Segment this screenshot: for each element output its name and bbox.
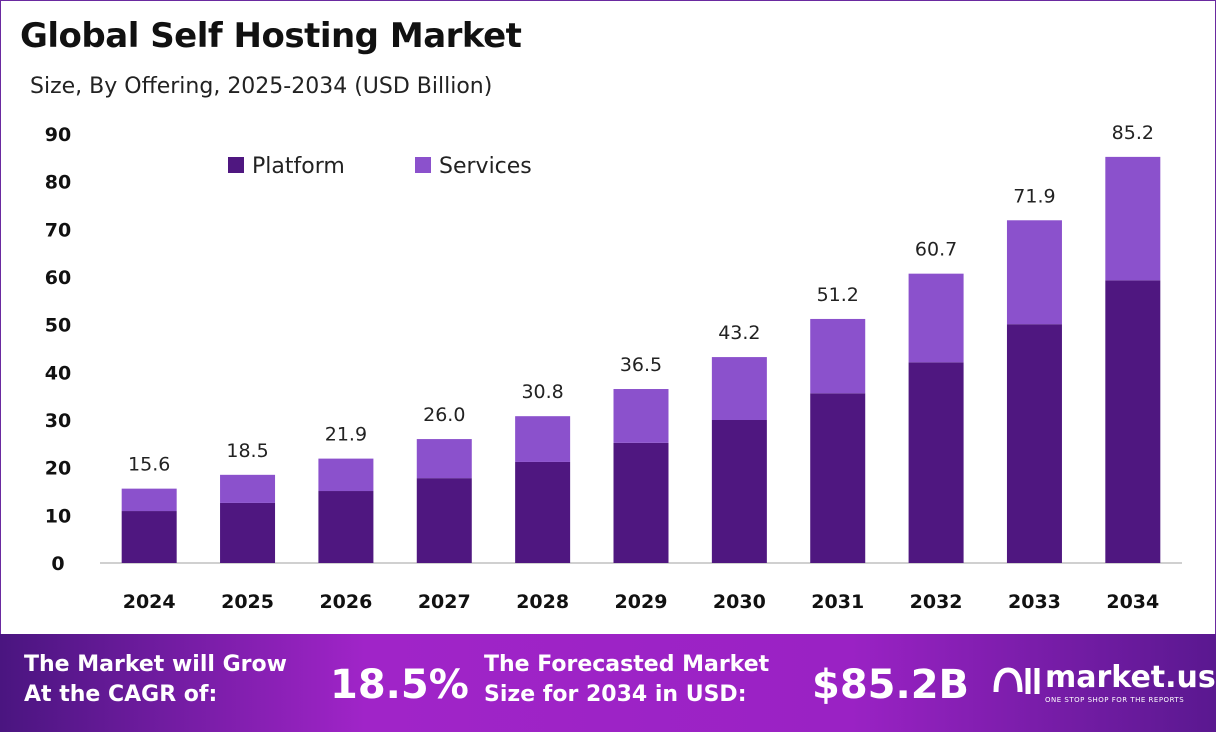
x-tick-label: 2024 <box>123 591 176 613</box>
chart-subtitle: Size, By Offering, 2025-2034 (USD Billio… <box>30 74 493 99</box>
total-label: 51.2 <box>817 284 859 306</box>
brand-name: market.us <box>1045 660 1216 695</box>
x-tick-label: 2025 <box>221 591 274 613</box>
total-label: 85.2 <box>1112 122 1154 144</box>
bar-services-2030 <box>711 357 767 420</box>
legend-label-platform: Platform <box>252 154 345 179</box>
x-tick-label: 2032 <box>910 591 963 613</box>
bar-services-2025 <box>220 474 276 503</box>
chart-title: Global Self Hosting Market <box>20 16 522 56</box>
bar-services-2033 <box>1006 220 1062 325</box>
total-label: 15.6 <box>128 454 170 476</box>
bar-services-2027 <box>416 439 472 479</box>
bar-platform-2030 <box>711 420 767 563</box>
total-label: 21.9 <box>325 424 367 446</box>
x-tick-label: 2027 <box>418 591 471 613</box>
market-size-value: $85.2B <box>812 662 970 708</box>
bar-services-2026 <box>318 458 374 492</box>
bar-services-2028 <box>515 416 571 462</box>
x-tick-label: 2034 <box>1106 591 1159 613</box>
market-us-logo-icon <box>993 667 1040 694</box>
total-label: 36.5 <box>620 354 662 376</box>
y-tick-label: 10 <box>45 505 71 527</box>
x-tick-label: 2031 <box>811 591 864 613</box>
y-tick-label: 90 <box>45 124 71 146</box>
total-label: 30.8 <box>521 381 563 403</box>
size-label-line2: Size for 2034 in USD: <box>484 682 747 707</box>
y-tick-label: 80 <box>45 172 71 194</box>
bar-platform-2034 <box>1105 280 1161 563</box>
cagr-label-line2: At the CAGR of: <box>24 682 218 707</box>
bar-platform-2027 <box>416 478 472 563</box>
y-tick-label: 0 <box>51 553 64 575</box>
x-tick-label: 2030 <box>713 591 766 613</box>
bars: 15.6 2024 18.5 2025 21.9 2026 26.0 2027 30.8 2028… <box>121 122 1161 613</box>
x-tick-label: 2026 <box>319 591 372 613</box>
bar-platform-2032 <box>908 362 964 563</box>
cagr-label-line1: The Market will Grow <box>24 652 287 677</box>
brand-tagline: ONE STOP SHOP FOR THE REPORTS <box>1045 696 1185 704</box>
bar-platform-2024 <box>121 511 177 563</box>
legend-swatch-platform <box>228 157 244 173</box>
bar-platform-2033 <box>1006 324 1062 563</box>
x-tick-label: 2029 <box>615 591 668 613</box>
bar-platform-2025 <box>220 502 276 563</box>
total-label: 71.9 <box>1013 185 1055 207</box>
x-tick-label: 2028 <box>516 591 569 613</box>
size-label-line1: The Forecasted Market <box>484 652 770 677</box>
x-tick-label: 2033 <box>1008 591 1061 613</box>
y-tick-label: 70 <box>45 219 71 241</box>
footer-banner: The Market will Grow At the CAGR of: 18.… <box>0 634 1216 732</box>
legend-swatch-services <box>415 157 431 173</box>
bar-platform-2028 <box>515 461 571 563</box>
y-tick-label: 30 <box>45 410 71 432</box>
total-label: 60.7 <box>915 239 957 261</box>
total-label: 18.5 <box>226 440 268 462</box>
legend-label-services: Services <box>439 154 532 179</box>
bar-services-2034 <box>1105 156 1161 281</box>
y-tick-label: 40 <box>45 362 71 384</box>
size-label: The Forecasted Market Size for 2034 in U… <box>484 650 769 710</box>
bar-services-2029 <box>613 389 669 443</box>
y-tick-label: 60 <box>45 267 71 289</box>
bar-platform-2029 <box>613 442 669 563</box>
y-tick-label: 20 <box>45 458 71 480</box>
bar-platform-2031 <box>810 393 866 563</box>
y-tick-label: 50 <box>45 315 71 337</box>
cagr-label: The Market will Grow At the CAGR of: <box>24 650 287 710</box>
bar-services-2032 <box>908 273 964 363</box>
bar-services-2031 <box>810 318 866 394</box>
total-label: 43.2 <box>718 322 760 344</box>
total-label: 26.0 <box>423 404 465 426</box>
bar-services-2024 <box>121 488 177 512</box>
legend: Platform Services <box>228 154 532 179</box>
bar-platform-2026 <box>318 491 374 563</box>
y-axis: 0 10 20 30 40 50 60 70 80 90 <box>45 124 71 575</box>
cagr-value: 18.5% <box>330 662 469 708</box>
